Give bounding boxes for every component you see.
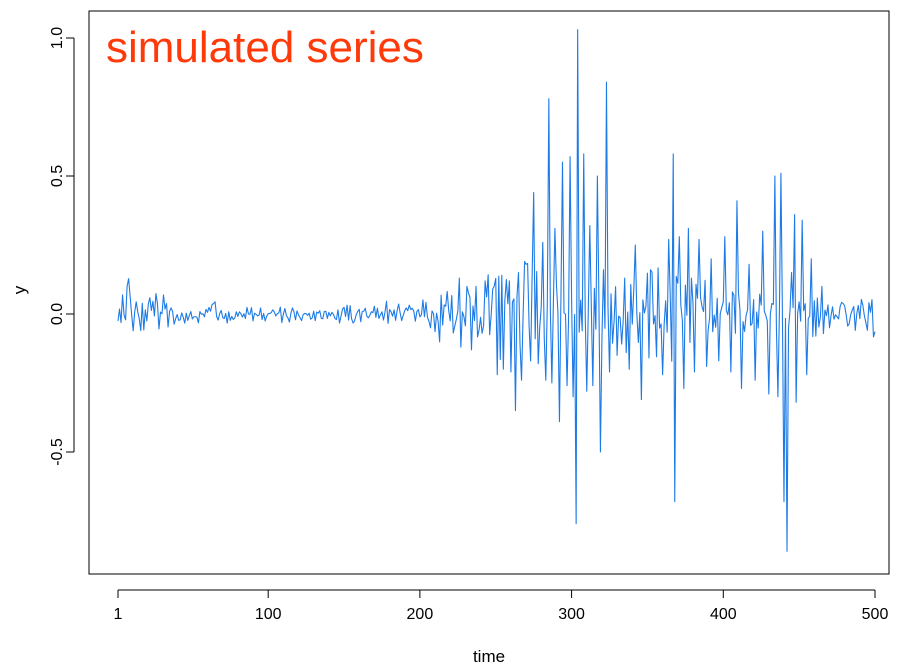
y-axis-title: y — [10, 285, 29, 294]
x-tick-label: 400 — [710, 606, 737, 623]
x-tick-label: 300 — [558, 606, 585, 623]
y-tick-label: -0.5 — [49, 438, 66, 466]
x-axis-title: time — [473, 647, 505, 666]
chart-title: simulated series — [106, 23, 424, 72]
x-tick-label: 500 — [862, 606, 889, 623]
y-tick-label: 1.0 — [49, 27, 66, 49]
x-tick-label: 1 — [114, 606, 123, 623]
y-tick-label: 0.5 — [49, 165, 66, 187]
y-tick-label: 0.0 — [49, 303, 66, 325]
x-tick-label: 100 — [255, 606, 282, 623]
x-tick-label: 200 — [407, 606, 434, 623]
